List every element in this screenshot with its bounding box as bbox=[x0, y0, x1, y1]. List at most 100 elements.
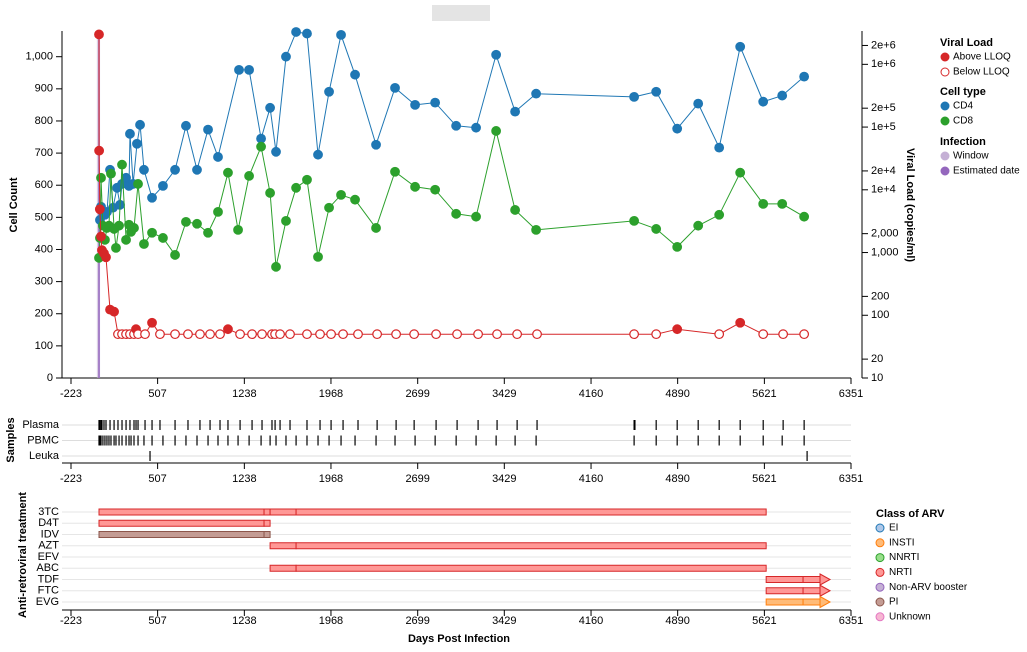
data-point bbox=[451, 208, 462, 219]
x-tick-label: 3429 bbox=[492, 473, 516, 485]
data-point bbox=[532, 329, 542, 340]
data-point bbox=[491, 49, 502, 60]
legend-marker bbox=[940, 67, 950, 77]
data-point bbox=[629, 329, 640, 340]
row-label: EFV bbox=[38, 551, 60, 563]
data-point bbox=[117, 159, 127, 170]
data-point bbox=[125, 128, 135, 139]
y2-tick-label: 2e+6 bbox=[871, 39, 896, 51]
treatment-period bbox=[295, 564, 767, 572]
data-point bbox=[350, 69, 360, 80]
treatment-period bbox=[98, 519, 265, 527]
data-point bbox=[714, 209, 725, 220]
x-tick-label: 507 bbox=[148, 473, 166, 485]
x-tick-label: 5621 bbox=[752, 473, 776, 485]
legend-marker bbox=[875, 597, 885, 607]
legend-label: Unknown bbox=[889, 611, 931, 622]
y-tick-label: 900 bbox=[35, 83, 53, 95]
data-point bbox=[121, 234, 131, 245]
data-point bbox=[132, 138, 142, 149]
data-point bbox=[758, 96, 769, 107]
legend-marker bbox=[875, 538, 885, 548]
y-tick-label: 1,000 bbox=[25, 51, 53, 63]
data-point bbox=[512, 329, 523, 340]
data-point bbox=[106, 168, 116, 179]
x-tick-label: 6351 bbox=[839, 615, 863, 627]
legend-marker bbox=[875, 612, 885, 622]
data-point bbox=[135, 119, 145, 130]
series-line bbox=[98, 34, 805, 335]
y2-tick-label: 2,000 bbox=[871, 228, 899, 240]
data-point bbox=[244, 64, 254, 75]
x-tick-label: 6351 bbox=[839, 473, 863, 485]
row-label: Plasma bbox=[22, 419, 60, 431]
x-tick-label: 1238 bbox=[232, 473, 256, 485]
data-point bbox=[96, 231, 106, 242]
data-point bbox=[371, 139, 381, 150]
data-point bbox=[714, 142, 725, 153]
x-tick-label: 4890 bbox=[665, 615, 689, 627]
x-tick-label: 507 bbox=[148, 615, 166, 627]
data-point bbox=[302, 174, 312, 185]
legend-label: CD4 bbox=[953, 101, 973, 112]
x-tick-label: 3429 bbox=[492, 615, 516, 627]
data-point bbox=[410, 99, 420, 110]
data-point bbox=[492, 329, 502, 340]
axis-title: Cell Count bbox=[8, 177, 20, 232]
y-tick-label: 100 bbox=[35, 340, 53, 352]
x-tick-label: 5621 bbox=[752, 388, 776, 400]
legend-marker bbox=[875, 567, 885, 577]
data-point bbox=[281, 51, 291, 62]
x-tick-label: 2699 bbox=[405, 388, 429, 400]
row-label: IDV bbox=[41, 528, 60, 540]
data-point bbox=[203, 227, 213, 238]
y2-tick-label: 2e+5 bbox=[871, 102, 896, 114]
data-point bbox=[410, 181, 420, 192]
data-point bbox=[215, 329, 225, 340]
x-tick-label: 2699 bbox=[405, 473, 429, 485]
row-label: Leuka bbox=[29, 450, 60, 462]
row-label: PBMC bbox=[27, 434, 59, 446]
legend-marker bbox=[940, 151, 950, 161]
legend-label: CD8 bbox=[953, 116, 973, 127]
data-point bbox=[531, 224, 542, 235]
x-tick-label: 1968 bbox=[319, 615, 343, 627]
treatment-period bbox=[98, 508, 265, 516]
legend-title: Viral Load bbox=[940, 37, 993, 49]
data-point bbox=[531, 88, 542, 99]
x-tick-label: -223 bbox=[60, 473, 82, 485]
legend-label: Estimated date bbox=[953, 166, 1020, 177]
data-point bbox=[452, 329, 462, 340]
legend-label: PI bbox=[889, 597, 898, 608]
data-point bbox=[203, 124, 213, 135]
data-point bbox=[629, 215, 640, 226]
data-point bbox=[158, 180, 168, 191]
legend-marker bbox=[875, 582, 885, 592]
treatment-period bbox=[295, 542, 767, 550]
data-point bbox=[778, 329, 789, 340]
x-tick-label: 4160 bbox=[579, 615, 603, 627]
data-point bbox=[471, 122, 481, 133]
data-point bbox=[629, 91, 640, 102]
x-tick-label: 4160 bbox=[579, 473, 603, 485]
data-point bbox=[170, 164, 180, 175]
data-point bbox=[353, 329, 363, 340]
data-point bbox=[140, 329, 150, 340]
data-point bbox=[451, 120, 462, 131]
treatment-period bbox=[765, 598, 804, 606]
y2-tick-label: 2e+4 bbox=[871, 165, 896, 177]
data-point bbox=[315, 329, 325, 340]
data-point bbox=[158, 233, 168, 243]
data-point bbox=[313, 149, 323, 160]
data-point bbox=[94, 204, 105, 215]
data-point bbox=[431, 329, 441, 340]
data-point bbox=[799, 71, 810, 82]
data-point bbox=[324, 86, 334, 97]
y2-tick-label: 10 bbox=[871, 372, 883, 384]
row-label: TDF bbox=[38, 573, 60, 585]
treatment-period bbox=[263, 531, 271, 538]
data-point bbox=[234, 64, 244, 75]
data-point bbox=[109, 306, 119, 317]
row-label: EVG bbox=[36, 596, 59, 608]
